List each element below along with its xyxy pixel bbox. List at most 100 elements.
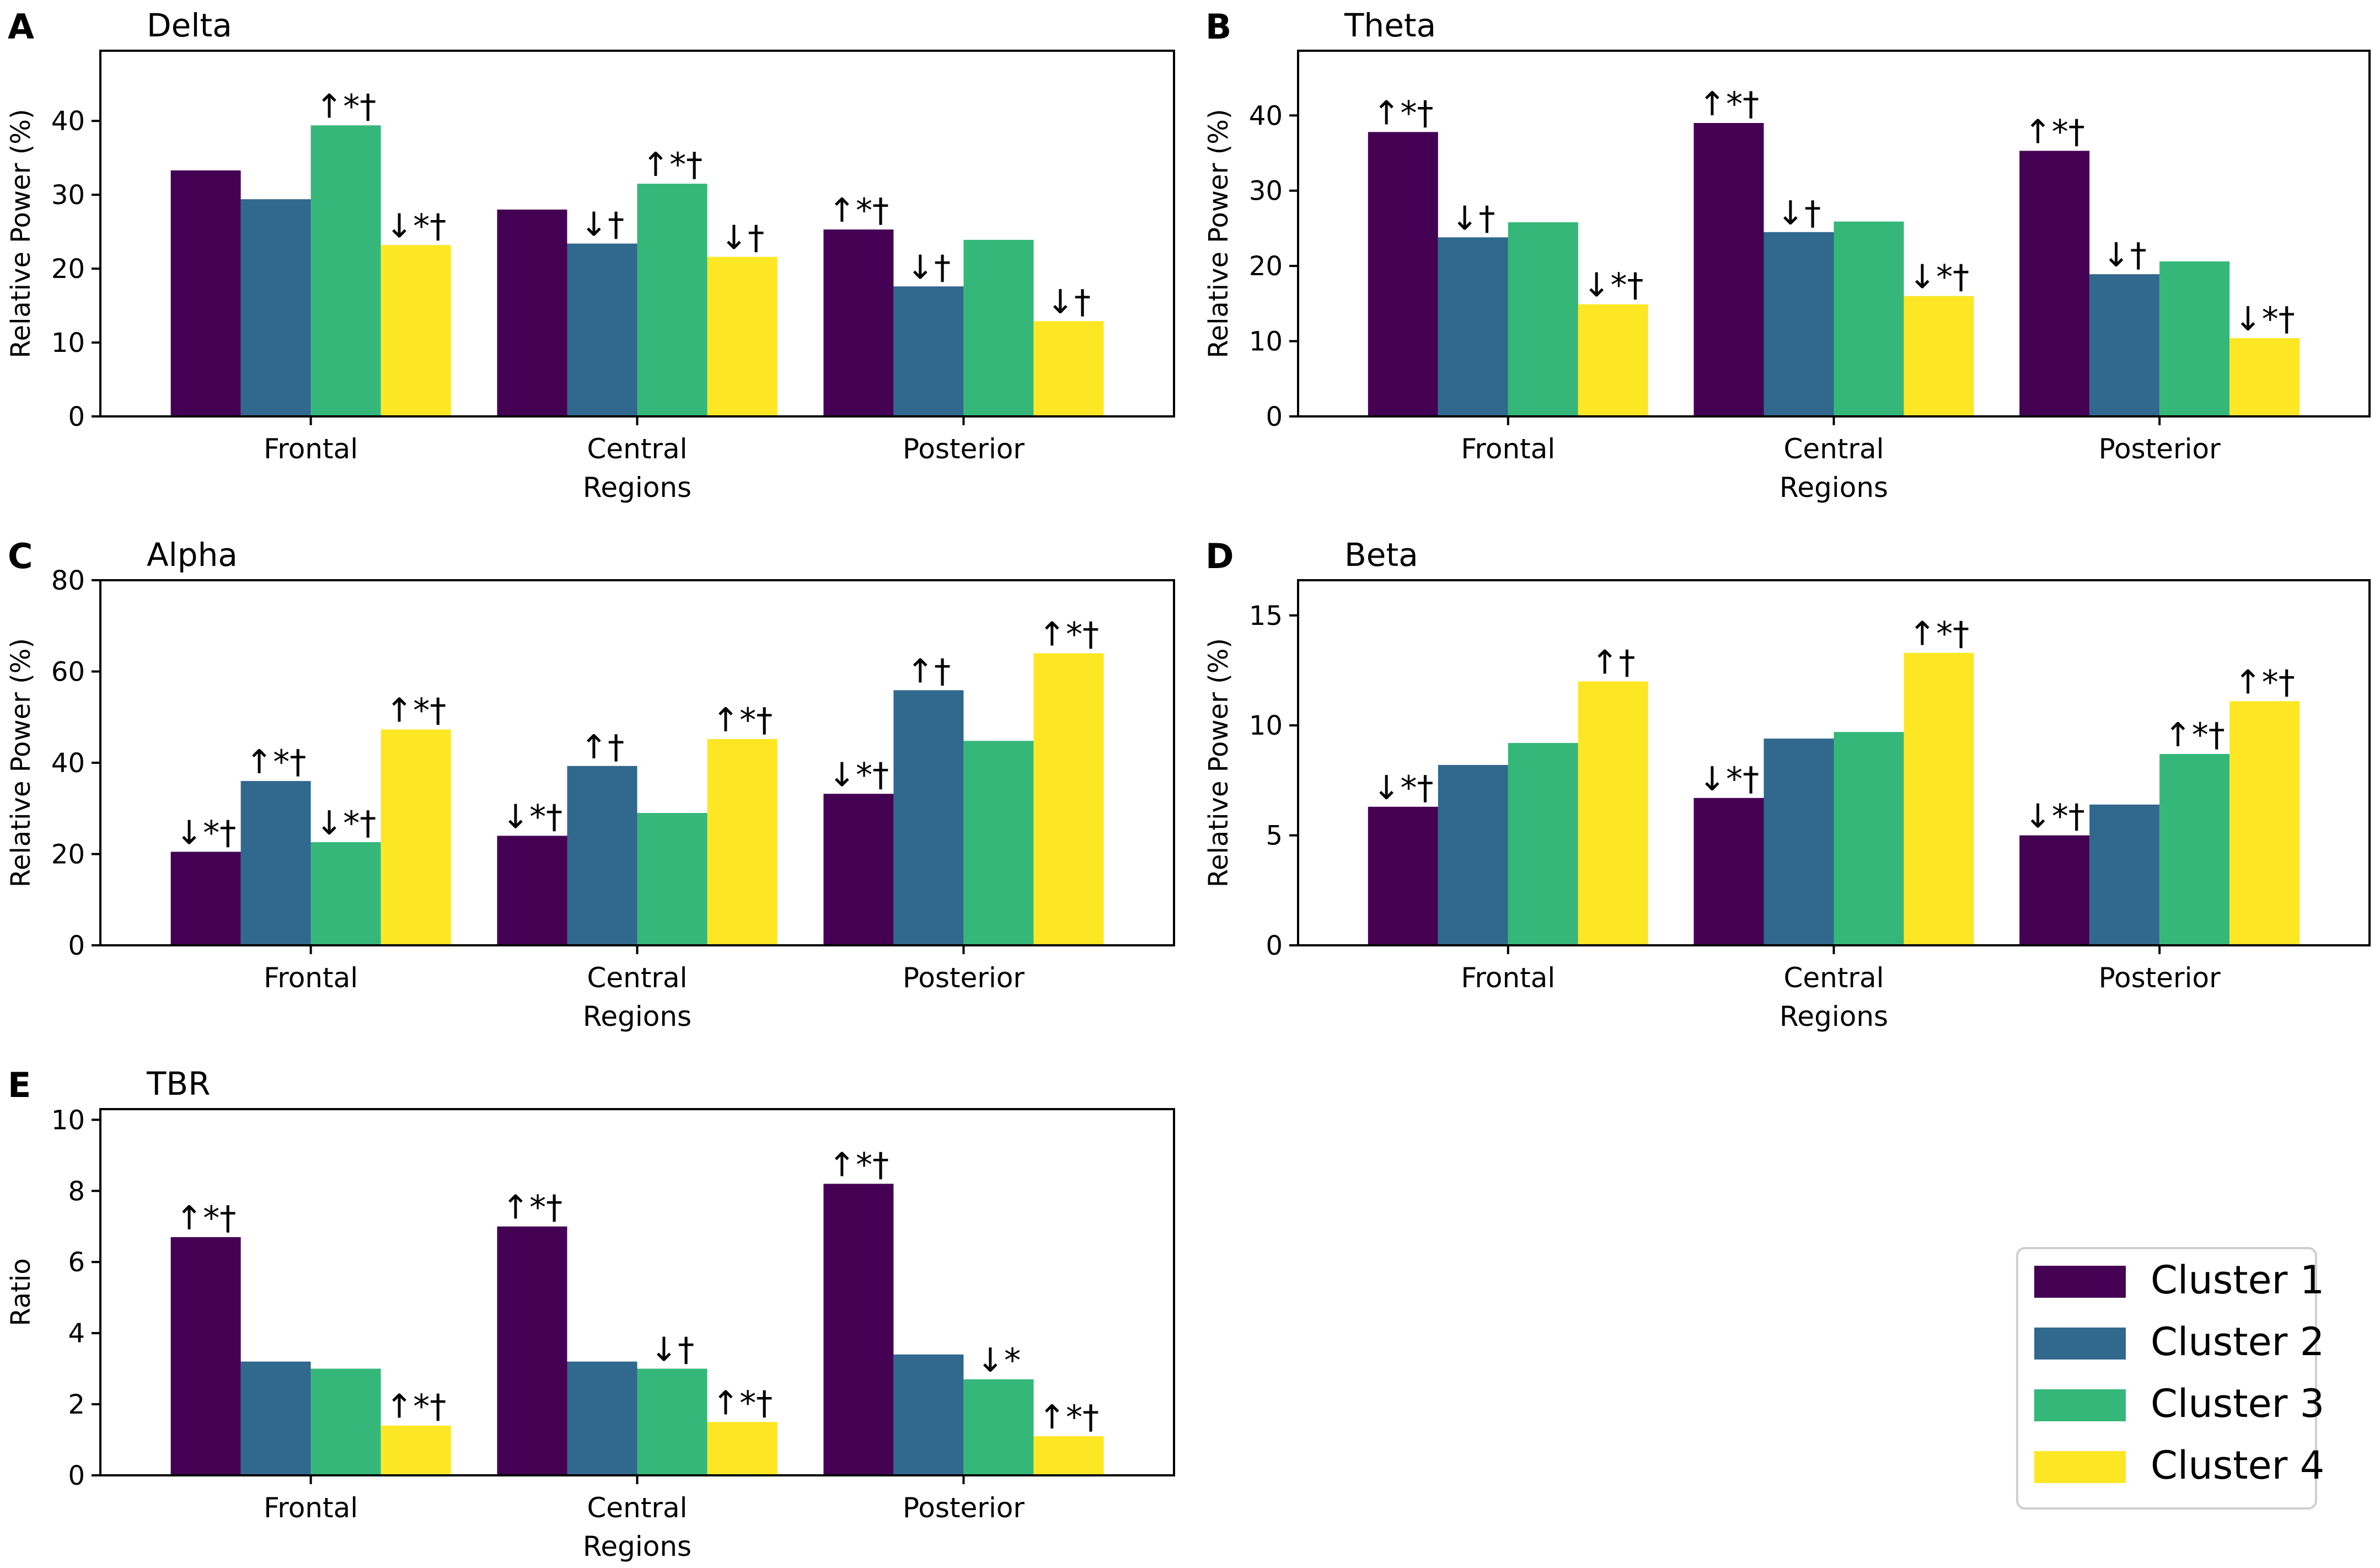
y-tick-label: 10	[1249, 327, 1283, 357]
bar-cluster-2-central	[1763, 738, 1834, 945]
significance-label: ↓†	[907, 248, 951, 287]
panel-e: E TBR ↑*† ↑*† ↑*† ↓† ↓* ↑*† ↑*† ↑*† 0 2 4 6 8 10 Frontal…	[6, 1065, 1175, 1562]
y-tick-label: 40	[51, 106, 85, 137]
bar-cluster-3-central	[1834, 221, 1904, 416]
bar-cluster-1-posterior	[2019, 151, 2090, 416]
bar-cluster-4-frontal	[1578, 681, 1648, 945]
significance-label: ↓†	[720, 219, 764, 258]
y-tick-label: 20	[51, 839, 85, 870]
significance-label: ↓*†	[1698, 760, 1759, 799]
bar-cluster-3-posterior	[2159, 261, 2230, 416]
y-tick-label: 20	[51, 254, 85, 285]
bar-cluster-1-central	[497, 836, 567, 945]
significance-label: ↓*†	[502, 798, 562, 836]
significance-label: ↑†	[580, 728, 624, 767]
legend-swatch	[2034, 1451, 2126, 1483]
bar-cluster-1-posterior	[2019, 835, 2090, 945]
bar-cluster-4-central	[707, 738, 778, 945]
x-tick-label: Frontal	[264, 962, 358, 994]
bar-cluster-4-posterior	[1033, 653, 1104, 945]
significance-label: ↑*†	[1038, 615, 1099, 654]
bar-cluster-2-frontal	[240, 781, 311, 945]
x-axis-label: Regions	[1779, 1000, 1888, 1032]
significance-label: ↑*†	[385, 1388, 446, 1426]
significance-label: ↑*†	[828, 191, 889, 230]
y-tick-label: 6	[68, 1247, 85, 1278]
x-axis-label: Regions	[583, 472, 692, 504]
bar-cluster-4-frontal	[1578, 304, 1648, 416]
legend-label: Cluster 2	[2151, 1319, 2324, 1364]
bar-cluster-2-frontal	[1438, 764, 1508, 945]
legend-label: Cluster 1	[2151, 1257, 2324, 1303]
x-tick-label: Posterior	[2099, 962, 2221, 994]
bar-cluster-1-central	[497, 1226, 567, 1475]
bar-cluster-1-frontal	[170, 170, 241, 416]
bar-cluster-3-central	[637, 1368, 707, 1475]
x-axis-label: Regions	[583, 1530, 692, 1562]
bar-cluster-2-central	[567, 243, 637, 416]
bar-cluster-2-frontal	[240, 199, 311, 416]
y-tick-label: 0	[68, 930, 85, 961]
x-axis-label: Regions	[1779, 472, 1888, 504]
significance-label: ↑*†	[642, 146, 703, 184]
significance-label: ↑†	[1591, 643, 1635, 682]
bar-cluster-4-frontal	[380, 729, 451, 945]
panel-letter: C	[8, 536, 33, 576]
y-tick-label: 20	[1249, 251, 1283, 282]
legend-box	[2016, 1247, 2317, 1510]
bar-cluster-2-central	[567, 1361, 637, 1475]
legend-swatch	[2034, 1389, 2126, 1421]
panel-a: A Delta ↑*† ↓† ↓† ↑*† ↑*† ↓*† ↓† ↓† 0 10 20 30 40 Front…	[6, 7, 1175, 504]
y-tick-label: 0	[68, 1460, 85, 1491]
significance-label: ↓*†	[828, 756, 889, 794]
bar-cluster-4-posterior	[1033, 321, 1104, 416]
bar-cluster-4-central	[1904, 296, 1974, 416]
significance-label: ↑*†	[385, 692, 446, 730]
y-axis-label: Relative Power (%)	[6, 638, 36, 887]
y-tick-label: 5	[1266, 821, 1283, 852]
bar-cluster-2-posterior	[893, 690, 964, 945]
panel-letter: A	[8, 7, 34, 47]
significance-label: ↓*†	[175, 814, 236, 852]
bar-cluster-4-posterior	[2229, 338, 2300, 416]
y-tick-label: 40	[51, 748, 85, 779]
bar-cluster-3-posterior	[963, 1379, 1034, 1475]
significance-label: ↑*†	[712, 1384, 773, 1422]
bar-cluster-1-frontal	[1368, 806, 1438, 945]
y-axis-label: Ratio	[6, 1258, 36, 1326]
x-tick-label: Frontal	[264, 1492, 358, 1524]
bar-cluster-3-frontal	[310, 125, 381, 416]
bar-cluster-3-central	[637, 184, 707, 416]
significance-label: ↑*†	[315, 87, 376, 126]
bar-cluster-4-frontal	[380, 245, 451, 416]
y-tick-label: 10	[51, 1105, 85, 1136]
legend-label: Cluster 4	[2151, 1443, 2324, 1488]
significance-label: ↓†	[2103, 236, 2147, 275]
panel-b: B Theta ↑*† ↑*† ↑*† ↓† ↓† ↓† ↓*† ↓*† ↓*† 0 10 20 30 40 F…	[1203, 7, 2371, 504]
legend-swatch	[2034, 1328, 2126, 1360]
bar-cluster-2-posterior	[2089, 274, 2160, 416]
bar-cluster-2-posterior	[893, 1354, 964, 1475]
x-tick-label: Frontal	[1461, 962, 1555, 994]
bar-cluster-1-posterior	[823, 794, 894, 945]
legend: Cluster 1 Cluster 2 Cluster 3 Cluster 4	[2016, 1247, 2324, 1510]
x-tick-label: Central	[587, 433, 687, 465]
x-tick-label: Posterior	[903, 1492, 1025, 1524]
panel-title: Delta	[147, 7, 232, 44]
bar-cluster-4-posterior	[1033, 1436, 1104, 1475]
significance-label: ↑*†	[2234, 663, 2295, 702]
y-tick-label: 15	[1249, 601, 1283, 632]
x-axis-label: Regions	[583, 1000, 692, 1032]
bar-cluster-1-central	[1693, 122, 1764, 417]
bar-cluster-2-frontal	[1438, 237, 1508, 416]
bar-cluster-1-frontal	[1368, 132, 1438, 417]
panel-title: Beta	[1344, 536, 1418, 574]
bar-cluster-1-frontal	[170, 852, 241, 945]
y-tick-label: 60	[51, 657, 85, 688]
panel-c: C Alpha↓*† ↓*†↓*†↑*† ↑†↑†↓*†↑*† ↑*†↑*†020406…	[6, 536, 1175, 1032]
bar-cluster-3-frontal	[1508, 743, 1578, 945]
bar-cluster-1-central	[497, 209, 567, 416]
bar-cluster-3-frontal	[310, 1368, 381, 1475]
significance-label: ↓*†	[2234, 300, 2295, 339]
